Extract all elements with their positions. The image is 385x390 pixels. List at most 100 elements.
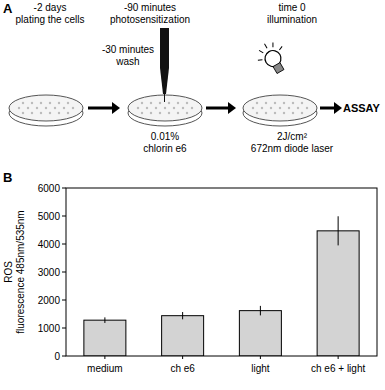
cell bbox=[265, 102, 267, 104]
y-tick bbox=[62, 356, 66, 357]
y-tick-label: 0 bbox=[54, 351, 60, 362]
bulb-base bbox=[273, 63, 284, 74]
pipette bbox=[160, 28, 169, 102]
culture-dish bbox=[128, 95, 202, 126]
cell bbox=[45, 107, 47, 109]
bar bbox=[239, 311, 281, 356]
cell bbox=[292, 112, 294, 114]
figure: A B -2 daysplating the cells -90 minutespho… bbox=[0, 0, 385, 390]
cell bbox=[283, 102, 285, 104]
cell bbox=[279, 107, 281, 109]
arrow-head bbox=[334, 102, 342, 114]
bulb-ray bbox=[265, 44, 268, 48]
arrow bbox=[320, 107, 336, 110]
cell bbox=[40, 112, 42, 114]
bulb-ray bbox=[258, 58, 263, 62]
x-tick bbox=[338, 356, 339, 359]
pipette-drop bbox=[164, 94, 165, 102]
x-tick bbox=[104, 356, 105, 359]
arrow bbox=[88, 107, 114, 110]
cell bbox=[18, 107, 20, 109]
y-tick-label: 4000 bbox=[38, 239, 61, 250]
y-tick-label: 2000 bbox=[38, 295, 61, 306]
cell bbox=[306, 107, 308, 109]
step-time: -2 days bbox=[34, 2, 67, 13]
cell bbox=[150, 112, 152, 114]
cell bbox=[54, 107, 56, 109]
cell bbox=[261, 107, 263, 109]
cell bbox=[141, 102, 143, 104]
cell bbox=[159, 102, 161, 104]
cell bbox=[191, 107, 193, 109]
x-tick-label: light bbox=[251, 363, 270, 374]
cell bbox=[63, 107, 65, 109]
cell bbox=[301, 102, 303, 104]
cell bbox=[182, 107, 184, 109]
cell bbox=[292, 102, 294, 104]
y-tick bbox=[62, 244, 66, 245]
bar bbox=[317, 231, 359, 356]
y-tick bbox=[62, 272, 66, 273]
cell bbox=[67, 102, 69, 104]
plot-area bbox=[84, 216, 359, 356]
y-tick bbox=[62, 216, 66, 217]
cell bbox=[252, 107, 254, 109]
cell bbox=[297, 107, 299, 109]
cell bbox=[72, 107, 74, 109]
panel-label: A bbox=[3, 1, 13, 16]
result-label: ASSAY bbox=[343, 102, 381, 114]
dish-rim bbox=[128, 95, 202, 121]
cell bbox=[274, 102, 276, 104]
cell bbox=[270, 107, 272, 109]
step-detail: chlorin e6 bbox=[143, 143, 187, 154]
panel-label: B bbox=[3, 170, 12, 185]
cell bbox=[141, 112, 143, 114]
cell bbox=[274, 112, 276, 114]
cell bbox=[49, 112, 51, 114]
cell bbox=[168, 112, 170, 114]
pipette-body bbox=[160, 28, 169, 68]
step-label: wash bbox=[115, 56, 139, 67]
step-detail: 0.01% bbox=[151, 131, 179, 142]
cell bbox=[155, 107, 157, 109]
y-tick bbox=[62, 188, 66, 189]
cell bbox=[177, 112, 179, 114]
culture-dish bbox=[243, 95, 317, 126]
bulb-ray bbox=[271, 42, 275, 47]
cell bbox=[288, 107, 290, 109]
cell bbox=[256, 112, 258, 114]
pipette-tip bbox=[160, 68, 169, 94]
cell bbox=[265, 112, 267, 114]
cell bbox=[40, 102, 42, 104]
step-detail: 2J/cm² bbox=[277, 131, 308, 142]
dish-rim bbox=[9, 95, 83, 121]
bar bbox=[84, 320, 126, 356]
cell bbox=[186, 102, 188, 104]
error-bar bbox=[338, 216, 339, 245]
step-time: -90 minutes bbox=[124, 2, 176, 13]
step-time: time 0 bbox=[278, 2, 306, 13]
y-tick bbox=[62, 328, 66, 329]
cell bbox=[22, 112, 24, 114]
dish-rim bbox=[243, 95, 317, 121]
error-bar bbox=[260, 306, 261, 316]
cell bbox=[164, 107, 166, 109]
bulb-ray bbox=[259, 49, 263, 54]
plot-frame bbox=[66, 188, 377, 356]
cell bbox=[256, 102, 258, 104]
step-label: photosensitization bbox=[110, 14, 190, 25]
step-label: plating the cells bbox=[16, 14, 85, 25]
light-bulb bbox=[252, 37, 292, 79]
arrow bbox=[206, 107, 230, 110]
y-axis-label: fluorescence 485nm/535nm bbox=[15, 210, 26, 333]
x-tick-label: medium bbox=[87, 363, 123, 374]
y-tick bbox=[62, 300, 66, 301]
y-tick-label: 6000 bbox=[38, 183, 61, 194]
y-axis-label: ROS bbox=[3, 261, 14, 283]
cell bbox=[283, 112, 285, 114]
cell bbox=[31, 112, 33, 114]
bar bbox=[162, 316, 204, 356]
cell bbox=[177, 102, 179, 104]
x-tick-label: ch e6 + light bbox=[311, 363, 365, 374]
arrow-head bbox=[228, 102, 236, 114]
